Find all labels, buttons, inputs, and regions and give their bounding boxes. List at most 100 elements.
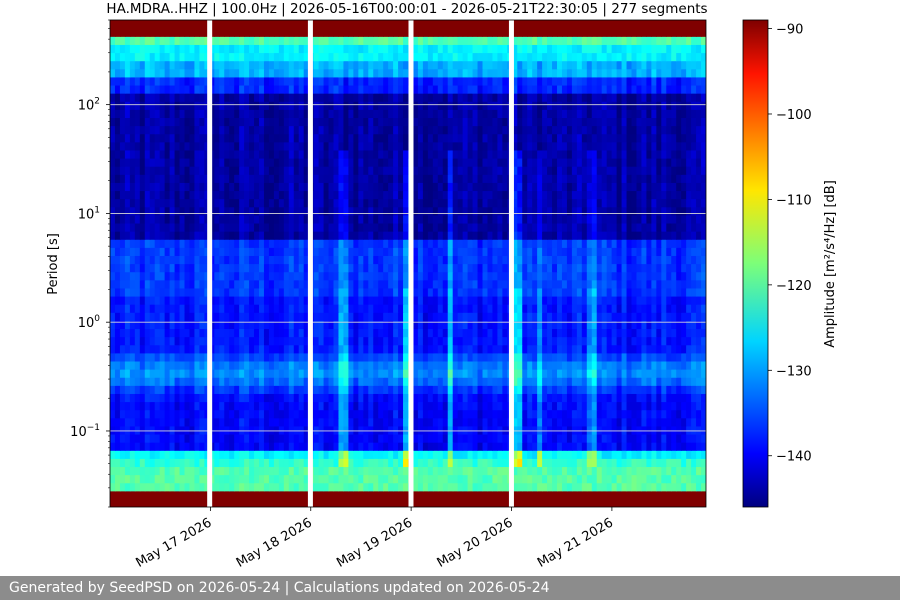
- heatmap-cell: [313, 401, 320, 411]
- heatmap-cell: [517, 190, 523, 200]
- heatmap-cell: [278, 369, 285, 378]
- heatmap-cell: [348, 287, 354, 297]
- heatmap-cell: [606, 247, 613, 256]
- heatmap-cell: [214, 466, 220, 476]
- heatmap-cell: [119, 490, 126, 500]
- heatmap-cell: [681, 433, 687, 443]
- heatmap-cell: [134, 231, 141, 240]
- heatmap-cell: [537, 182, 543, 192]
- heatmap-cell: [249, 409, 255, 419]
- heatmap-cell: [154, 263, 161, 273]
- heatmap-cell: [189, 320, 196, 330]
- heatmap-cell: [124, 458, 131, 468]
- heatmap-cell: [492, 190, 498, 200]
- heatmap-cell: [288, 433, 295, 443]
- heatmap-cell: [214, 214, 220, 224]
- heatmap-cell: [283, 182, 290, 192]
- heatmap-cell: [159, 247, 166, 256]
- heatmap-cell: [427, 425, 434, 435]
- heatmap-cell: [224, 466, 230, 476]
- heatmap-cell: [368, 206, 374, 216]
- heatmap-cell: [457, 344, 464, 354]
- heatmap-cell: [368, 377, 374, 386]
- heatmap-cell: [586, 198, 593, 208]
- heatmap-cell: [527, 279, 533, 289]
- heatmap-cell: [646, 401, 652, 411]
- heatmap-cell: [566, 222, 573, 232]
- heatmap-cell: [611, 369, 618, 378]
- heatmap-cell: [691, 320, 697, 330]
- heatmap-cell: [293, 409, 300, 419]
- heatmap-cell: [527, 482, 533, 492]
- heatmap-cell: [199, 417, 205, 427]
- heatmap-cell: [244, 385, 250, 394]
- heatmap-cell: [437, 369, 444, 378]
- heatmap-cell: [174, 271, 181, 281]
- heatmap-cell: [686, 409, 692, 419]
- heatmap-cell: [199, 442, 205, 451]
- heatmap-cell: [318, 239, 325, 248]
- heatmap-cell: [368, 287, 374, 297]
- heatmap-cell: [492, 174, 498, 183]
- heatmap-cell: [164, 336, 171, 346]
- heatmap-cell: [552, 393, 558, 403]
- heatmap-cell: [224, 369, 230, 378]
- heatmap-cell: [576, 279, 583, 289]
- heatmap-cell: [119, 401, 126, 411]
- heatmap-cell: [268, 328, 275, 338]
- heatmap-cell: [552, 482, 558, 492]
- heatmap-cell: [229, 466, 235, 476]
- heatmap-cell: [462, 206, 469, 216]
- heatmap-cell: [472, 450, 479, 459]
- heatmap-cell: [437, 482, 444, 492]
- heatmap-cell: [581, 433, 588, 443]
- heatmap-cell: [611, 433, 618, 443]
- heatmap-cell: [616, 336, 623, 346]
- heatmap-cell: [263, 190, 270, 200]
- heatmap-cell: [318, 425, 325, 435]
- heatmap-cell: [671, 385, 677, 394]
- heatmap-cell: [591, 393, 598, 403]
- heatmap-cell: [576, 295, 583, 305]
- heatmap-cell: [368, 393, 374, 403]
- heatmap-cell: [169, 450, 176, 459]
- heatmap-cell: [621, 466, 628, 476]
- heatmap-cell: [651, 385, 657, 394]
- heatmap-cell: [646, 174, 652, 183]
- heatmap-cell: [517, 320, 523, 330]
- heatmap-cell: [477, 320, 484, 330]
- heatmap-cell: [666, 336, 672, 346]
- heatmap-cell: [119, 450, 126, 459]
- heatmap-cell: [194, 377, 200, 386]
- heatmap-cell: [263, 385, 270, 394]
- heatmap-cell: [110, 482, 116, 492]
- heatmap-cell: [502, 409, 508, 419]
- heatmap-cell: [338, 352, 345, 362]
- heatmap-cell: [636, 247, 643, 256]
- heatmap-cell: [696, 190, 702, 200]
- heatmap-cell: [522, 360, 528, 370]
- heatmap-cell: [636, 385, 643, 394]
- heatmap-cell: [189, 344, 196, 354]
- heatmap-cell: [591, 263, 598, 273]
- heatmap-cell: [139, 377, 146, 386]
- heatmap-cell: [249, 222, 255, 232]
- heatmap-cell: [368, 320, 374, 330]
- heatmap-cell: [318, 320, 325, 330]
- heatmap-cell: [159, 336, 166, 346]
- heatmap-cell: [348, 442, 354, 451]
- heatmap-cell: [110, 166, 116, 175]
- heatmap-cell: [527, 417, 533, 427]
- heatmap-cell: [383, 255, 389, 265]
- heatmap-cell: [134, 498, 141, 507]
- heatmap-cell: [244, 474, 250, 484]
- heatmap-cell: [154, 417, 161, 427]
- heatmap-cell: [129, 433, 136, 443]
- heatmap-cell: [303, 239, 310, 248]
- heatmap-cell: [333, 304, 340, 313]
- heatmap-cell: [606, 450, 613, 459]
- heatmap-cell: [457, 279, 464, 289]
- heatmap-cell: [114, 385, 121, 394]
- heatmap-cell: [566, 474, 573, 484]
- heatmap-cell: [527, 369, 533, 378]
